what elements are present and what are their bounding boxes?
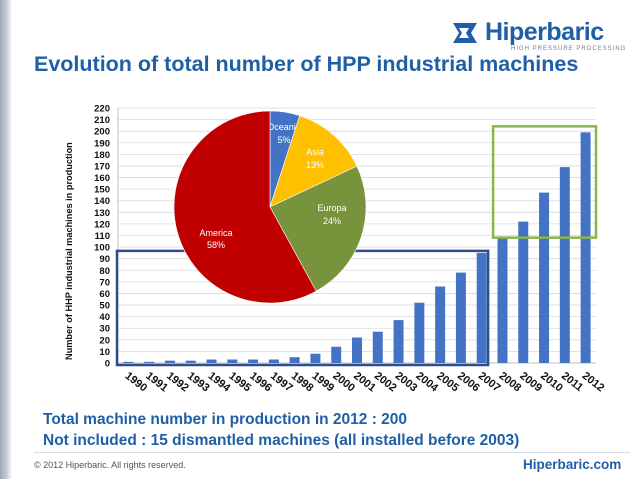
pie-label-europa: Europa	[317, 203, 346, 213]
y-tick-label-200: 200	[94, 127, 110, 138]
bar-1990	[123, 361, 134, 363]
pie-slice-america	[173, 110, 317, 304]
x-tick-label-2009: 2009	[517, 370, 544, 395]
pie-label-america: America	[199, 228, 232, 238]
note-dismantled: Not included : 15 dismantled machines (a…	[43, 432, 520, 449]
copyright-text: © 2012 Hiperbaric. All rights reserved.	[34, 460, 186, 470]
y-tick-label-100: 100	[94, 243, 110, 254]
pie-slice-europa	[269, 165, 367, 292]
x-tick-label-2001: 2001	[351, 370, 378, 395]
y-tick-label-220: 220	[94, 104, 110, 115]
bar-2009	[518, 221, 529, 363]
x-tick-label-2012: 2012	[580, 370, 607, 395]
pie-label-oceania: Oceania	[267, 122, 301, 132]
bar-1991	[144, 361, 155, 363]
x-tick-label-2011: 2011	[559, 370, 585, 394]
x-tick-label-2002: 2002	[372, 370, 399, 395]
x-tick-label-1999: 1999	[310, 370, 337, 395]
hiperbaric-logo-icon	[453, 23, 477, 43]
y-tick-label-210: 210	[94, 115, 110, 126]
y-tick-label-180: 180	[94, 150, 110, 161]
bar-1995	[227, 359, 238, 363]
y-tick-label-130: 130	[94, 208, 110, 219]
bar-2002	[372, 331, 383, 363]
pie-pct-oceania: 5%	[277, 135, 290, 145]
bar-2003	[393, 320, 404, 363]
x-tick-label-1990: 1990	[123, 370, 150, 395]
bar-1994	[206, 359, 217, 363]
y-tick-label-70: 70	[99, 277, 110, 288]
x-tick-label-1993: 1993	[185, 370, 212, 395]
x-tick-label-2010: 2010	[538, 370, 565, 395]
logo-text: Hiperbaric	[485, 18, 604, 46]
x-tick-label-1994: 1994	[206, 370, 233, 395]
x-tick-label-1996: 1996	[247, 370, 274, 395]
x-tick-label-2000: 2000	[330, 370, 357, 395]
bar-1999	[310, 353, 321, 363]
website-link[interactable]: Hiperbaric.com	[523, 457, 622, 472]
x-tick-label-2005: 2005	[434, 370, 461, 395]
pie-label-asia: Asia	[306, 147, 324, 157]
bar-1998	[289, 357, 300, 363]
logo-tagline: HIGH PRESSURE PROCESSING	[511, 46, 627, 52]
x-tick-label-2003: 2003	[393, 370, 420, 395]
footer-divider	[34, 452, 630, 453]
hiperbaric-logo: Hiperbaric HIGH PRESSURE PROCESSING	[451, 18, 631, 52]
bar-2012	[580, 132, 591, 363]
x-tick-label-1995: 1995	[226, 370, 253, 395]
bar-1993	[185, 360, 196, 363]
y-tick-label-90: 90	[99, 254, 110, 265]
bar-2006	[455, 272, 466, 363]
pie-pct-europa: 24%	[323, 216, 341, 226]
bar-1997	[268, 359, 279, 363]
pie-slice-asia	[269, 115, 358, 208]
y-tick-label-20: 20	[99, 335, 110, 346]
y-tick-label-140: 140	[94, 196, 110, 207]
x-tick-label-1991: 1991	[143, 370, 170, 395]
y-tick-label-0: 0	[105, 359, 110, 370]
x-tick-label-2008: 2008	[497, 370, 524, 395]
x-tick-label-2006: 2006	[455, 370, 482, 395]
y-tick-label-40: 40	[99, 312, 110, 323]
bar-2005	[435, 286, 446, 363]
bar-2001	[352, 337, 362, 363]
bar-2008	[497, 236, 508, 363]
bar-2000	[331, 346, 342, 363]
y-tick-label-150: 150	[94, 185, 110, 196]
y-tick-label-80: 80	[99, 266, 110, 277]
highlight-box-2008-2012	[491, 125, 598, 239]
bar-2004	[414, 302, 425, 363]
y-tick-label-190: 190	[94, 138, 110, 149]
y-tick-label-30: 30	[99, 324, 110, 335]
y-tick-label-170: 170	[94, 161, 110, 172]
bar-1996	[248, 359, 259, 363]
y-tick-label-60: 60	[99, 289, 110, 300]
bar-1992	[164, 360, 175, 363]
x-tick-label-2004: 2004	[414, 370, 441, 395]
bar-2010	[539, 192, 550, 363]
y-tick-label-160: 160	[94, 173, 110, 184]
y-tick-label-50: 50	[99, 301, 110, 312]
y-tick-label-120: 120	[94, 219, 110, 230]
page-title: Evolution of total number of HPP industr…	[34, 52, 579, 76]
note-total-machines: Total machine number in production in 20…	[43, 411, 408, 428]
bar-2011	[559, 167, 570, 363]
y-tick-label-110: 110	[95, 231, 110, 242]
y-tick-label-10: 10	[99, 347, 110, 358]
side-gradient-bar	[0, 0, 12, 479]
x-tick-label-2007: 2007	[476, 370, 503, 395]
pie-pct-asia: 13%	[306, 160, 324, 170]
pie-pct-america: 58%	[207, 240, 225, 250]
x-tick-label-1992: 1992	[164, 370, 191, 395]
x-tick-label-1997: 1997	[268, 370, 295, 395]
x-tick-label-1998: 1998	[289, 370, 316, 395]
bar-2007	[476, 252, 487, 363]
